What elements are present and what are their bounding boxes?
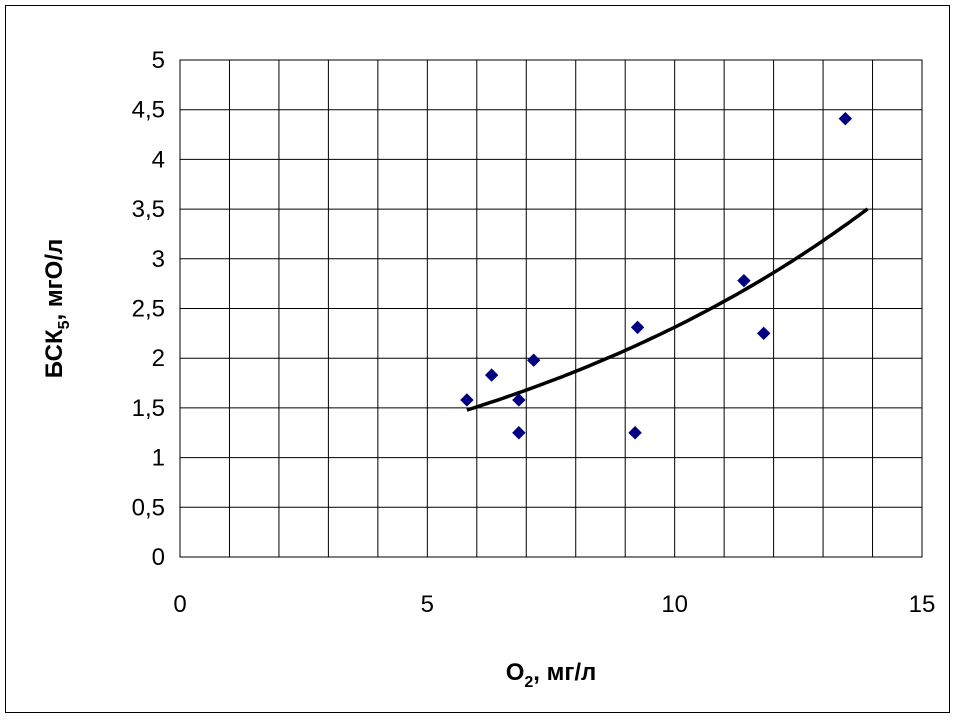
- data-point: [512, 393, 526, 407]
- y-axis-title: БСК5, мгО/л: [41, 239, 73, 379]
- data-point: [484, 368, 499, 382]
- y-axis-title-main: БСК: [41, 329, 68, 378]
- x-axis-title-rest: , мг/л: [533, 659, 596, 686]
- y-tick-label: 0,5: [132, 494, 165, 521]
- y-axis-title-sub: 5: [56, 320, 73, 329]
- data-point: [628, 426, 642, 440]
- y-tick-label: 1,5: [132, 395, 165, 422]
- tick-labels: 0 0,5 1 1,5 2 2,5 3 3,5 4 4,5 5 0 5 10 15: [132, 47, 936, 618]
- y-tick-label: 4,5: [132, 97, 165, 124]
- y-tick-label: 4: [152, 146, 165, 173]
- x-axis-title: O2, мг/л: [506, 659, 597, 691]
- data-points: [460, 111, 853, 440]
- x-axis-title-main: O: [506, 659, 525, 686]
- grid: [180, 60, 922, 557]
- y-tick-label: 3: [152, 246, 165, 273]
- y-tick-label: 3,5: [132, 196, 165, 223]
- x-tick-label: 15: [909, 591, 936, 618]
- data-point: [460, 393, 474, 407]
- y-tick-label: 2: [152, 345, 165, 372]
- data-point: [512, 426, 526, 440]
- chart-frame: [5, 5, 950, 713]
- plot-area: [179, 59, 923, 558]
- y-tick-label: 1: [152, 445, 165, 472]
- y-tick-label: 2,5: [132, 296, 165, 323]
- y-tick-label: 5: [152, 47, 165, 74]
- x-tick-label: 5: [421, 591, 434, 618]
- data-point: [630, 320, 645, 335]
- data-point: [756, 326, 771, 341]
- x-tick-label: 0: [173, 591, 186, 618]
- x-axis-title-sub: 2: [524, 674, 533, 691]
- y-axis-title-rest: , мгО/л: [41, 239, 68, 321]
- x-tick-label: 10: [661, 591, 688, 618]
- trendline-group: [466, 207, 869, 412]
- trendline: [466, 207, 869, 412]
- data-point: [838, 111, 853, 126]
- data-point: [526, 353, 541, 367]
- y-tick-label: 0: [152, 544, 165, 571]
- data-point: [737, 273, 751, 288]
